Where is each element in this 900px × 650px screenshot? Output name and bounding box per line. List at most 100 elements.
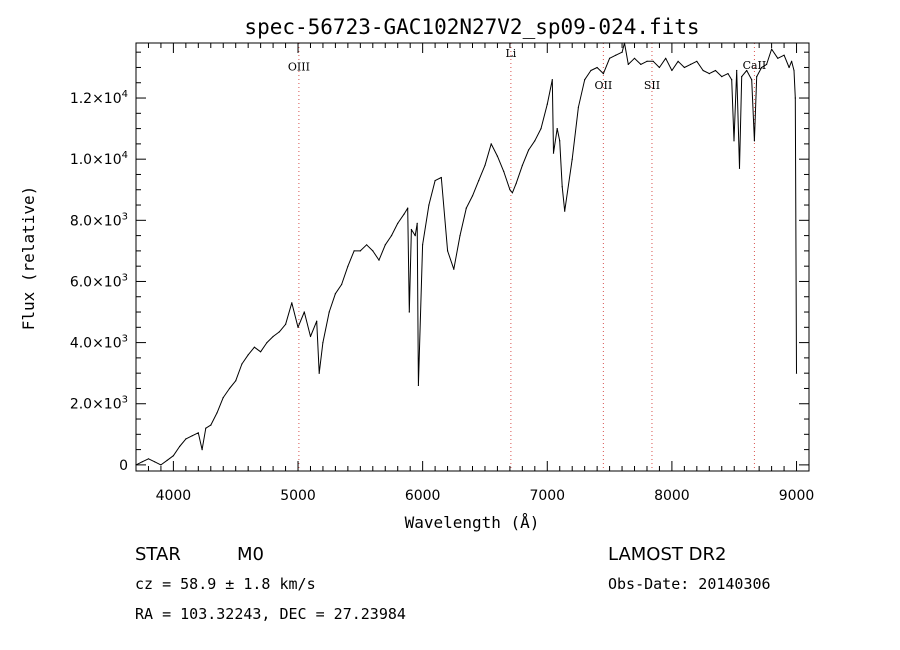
spectrum-point [160, 464, 162, 466]
spectrum-point [496, 155, 498, 157]
spectrum-point [471, 195, 474, 197]
spectrum-point [794, 97, 796, 99]
spectrum-point [753, 140, 756, 142]
spectrum-point [640, 63, 642, 65]
spectrum-point [736, 69, 738, 72]
spectrum-point [465, 207, 467, 209]
spectrum-point [515, 183, 517, 185]
spectrum-point [540, 128, 542, 130]
spectrum-point [665, 57, 667, 59]
spectrum-point [447, 250, 449, 252]
spectrum-point [347, 265, 349, 267]
spectrum-point [384, 244, 386, 246]
spectrum-point [584, 79, 586, 81]
spectrum-point [434, 180, 436, 182]
spectrum-point [746, 69, 748, 72]
spectrum-point [577, 106, 580, 108]
spectrum-point [341, 283, 343, 286]
spectrum-point [727, 73, 729, 75]
spectrum-point [590, 69, 592, 72]
spectrum-point [303, 311, 305, 313]
spectrum-point [490, 143, 492, 145]
spectrum-point [459, 235, 461, 237]
spectrum-point [191, 435, 193, 437]
y-tick-label: 1.2×104 [70, 89, 128, 107]
spectrum-point [609, 57, 611, 59]
spectrum-point [761, 66, 763, 69]
spectrum-point [633, 57, 636, 59]
spectrum-point [297, 326, 299, 328]
spectrum-point [559, 140, 561, 142]
chart-title: spec-56723-GAC102N27V2_sp09-024.fits [244, 15, 699, 39]
object-class-label: STAR [135, 544, 181, 565]
line-marker-label-sii: SII [644, 79, 660, 92]
spectrum-point [556, 128, 558, 130]
spectrum-point [235, 380, 237, 382]
spectrum-point [222, 397, 224, 399]
spectrum-point [247, 354, 249, 356]
y-tick-label: 0 [119, 458, 128, 474]
line-marker-label-li: Li [505, 47, 516, 60]
spectrum-point [397, 222, 399, 224]
spectrum-point [210, 424, 212, 426]
x-tick-label: 4000 [156, 488, 192, 504]
spectrum-point [453, 268, 455, 270]
redshift-label: cz = 58.9 ± 1.8 km/s [135, 575, 316, 593]
spectrum-point [201, 449, 203, 451]
y-tick-label: 6.0×103 [70, 272, 128, 290]
y-tick-label: 4.0×103 [70, 334, 128, 352]
spectrum-point [147, 458, 150, 460]
spectrum-series-layer [135, 42, 798, 466]
spectrum-point [278, 331, 280, 333]
spectrum-point [154, 461, 156, 463]
spectrum-point [185, 438, 187, 440]
spectrum-point [671, 69, 673, 72]
subclass-label: M0 [237, 544, 264, 565]
spectrum-point [702, 69, 704, 72]
spectrum-point [795, 372, 798, 374]
spectrum-point [291, 302, 293, 304]
spectrum-point [658, 66, 661, 69]
y-tick-label: 8.0×103 [70, 211, 128, 229]
spectrum-point [509, 189, 511, 191]
spectrum-line-0 [135, 42, 797, 466]
spectrum-point [552, 152, 555, 154]
spectrum-point [422, 244, 424, 246]
spectrum-point [721, 76, 723, 78]
spectrum-point [328, 311, 330, 313]
spectrum-point [521, 164, 524, 166]
spectrum-point [503, 170, 505, 172]
spectrum-point [334, 293, 336, 295]
spectrum-point [484, 164, 486, 166]
spectrum-point [390, 235, 393, 237]
spectrum-point [322, 342, 324, 344]
spectrum-point [596, 66, 598, 69]
spectrum-point [478, 180, 480, 182]
y-axis-label: Flux (relative) [19, 186, 38, 331]
spectrum-point [228, 387, 231, 390]
spectrum-point [546, 103, 548, 105]
spectral-line-markers: OIII Li OII SII CaII [288, 43, 766, 471]
spectrum-point [353, 250, 355, 252]
spectrum-point [646, 60, 648, 62]
spectrum-point [791, 60, 793, 62]
spectrum-point [561, 186, 563, 188]
spectrum-point [172, 455, 174, 457]
spectrum-point [714, 69, 717, 72]
spectrum-point [285, 323, 287, 325]
spectrum-point [272, 335, 274, 338]
spectrum-point [440, 176, 442, 179]
spectrum-point [731, 79, 733, 81]
plot-frame [135, 42, 810, 472]
spectrum-point [403, 213, 405, 215]
x-tick-label: 7000 [529, 488, 565, 504]
spectrum-point [571, 158, 573, 160]
x-tick-label: 5000 [280, 488, 316, 504]
spectrum-point [783, 54, 785, 56]
spectrum-point [366, 244, 368, 246]
spectrum-point [417, 384, 419, 386]
x-tick-label: 8000 [654, 488, 690, 504]
spectrum-point [372, 250, 374, 252]
spectrum-point [359, 250, 361, 252]
